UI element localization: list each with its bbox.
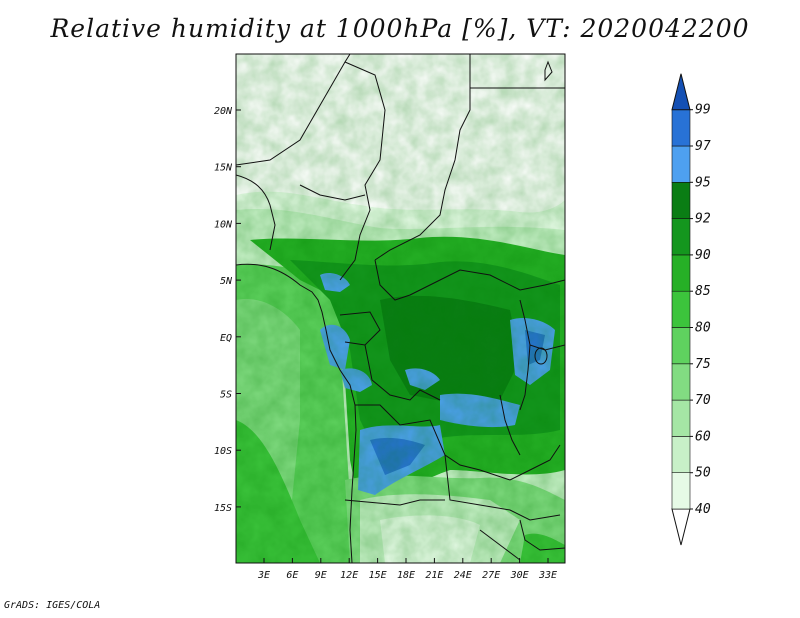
latitude-tick-label: 15S bbox=[214, 503, 232, 514]
colorbar-upper-extension bbox=[671, 73, 691, 111]
longitude-tick-label: 6E bbox=[286, 570, 298, 581]
longitude-tick-label: 18E bbox=[397, 570, 415, 581]
colorbar-label: 92 bbox=[695, 212, 711, 227]
colorbar-segment bbox=[671, 327, 691, 365]
colorbar-lower-extension bbox=[671, 508, 691, 546]
colorbar-segment bbox=[671, 363, 691, 401]
latitude-tick-label: EQ bbox=[220, 333, 232, 344]
colorbar-label: 50 bbox=[695, 466, 711, 481]
latitude-tick-label: 15N bbox=[214, 163, 233, 174]
longitude-tick-label: 9E bbox=[315, 570, 327, 581]
longitude-tick-label: 15E bbox=[369, 570, 387, 581]
colorbar-segment bbox=[671, 182, 691, 219]
colorbar-segment bbox=[671, 290, 691, 328]
colorbar-segment bbox=[671, 145, 691, 183]
longitude-tick-label: 24E bbox=[454, 570, 472, 581]
colorbar-segment bbox=[671, 109, 691, 147]
map-frame bbox=[235, 53, 566, 564]
colorbar-label: 75 bbox=[695, 357, 711, 372]
latitude-axis: 20N 15N 10N 5N EQ 5S 10S 15S bbox=[214, 106, 241, 514]
colorbar-label: 99 bbox=[695, 103, 711, 118]
longitude-tick-label: 33E bbox=[538, 570, 557, 581]
latitude-tick-label: 10S bbox=[214, 446, 232, 457]
footer-credit: GrADS: IGES/COLA bbox=[4, 600, 101, 611]
longitude-tick-label: 30E bbox=[510, 570, 529, 581]
longitude-axis: 3E 6E 9E 12E 15E 18E 21E 24E 27E 30E 33E bbox=[257, 558, 557, 581]
colorbar-segment bbox=[671, 254, 691, 292]
colorbar-segment bbox=[671, 472, 691, 510]
colorbar-label: 40 bbox=[695, 502, 711, 517]
latitude-tick-label: 10N bbox=[214, 219, 233, 230]
colorbar-label: 70 bbox=[695, 393, 711, 408]
colorbar-label: 90 bbox=[695, 248, 711, 263]
longitude-tick-label: 3E bbox=[257, 570, 270, 581]
latitude-tick-label: 20N bbox=[214, 106, 233, 117]
colorbar-label: 80 bbox=[695, 321, 711, 336]
colorbar-label: 85 bbox=[695, 284, 711, 299]
colorbar-label: 95 bbox=[695, 175, 711, 190]
humidity-field bbox=[236, 54, 565, 563]
latitude-tick-label: 5S bbox=[220, 390, 232, 401]
colorbar: 40 50 60 70 75 80 85 90 92 95 97 99 bbox=[671, 73, 711, 546]
colorbar-segment bbox=[671, 436, 691, 473]
colorbar-label: 97 bbox=[695, 139, 711, 154]
map-title: Relative humidity at 1000hPa [%], VT: 20… bbox=[50, 14, 750, 43]
longitude-tick-label: 12E bbox=[340, 570, 358, 581]
country-borders bbox=[236, 54, 565, 563]
colorbar-label: 60 bbox=[695, 429, 711, 444]
colorbar-segment bbox=[671, 399, 691, 437]
longitude-tick-label: 21E bbox=[425, 570, 443, 581]
latitude-tick-label: 5N bbox=[220, 276, 233, 287]
colorbar-segment bbox=[671, 218, 691, 256]
longitude-tick-label: 27E bbox=[482, 570, 500, 581]
